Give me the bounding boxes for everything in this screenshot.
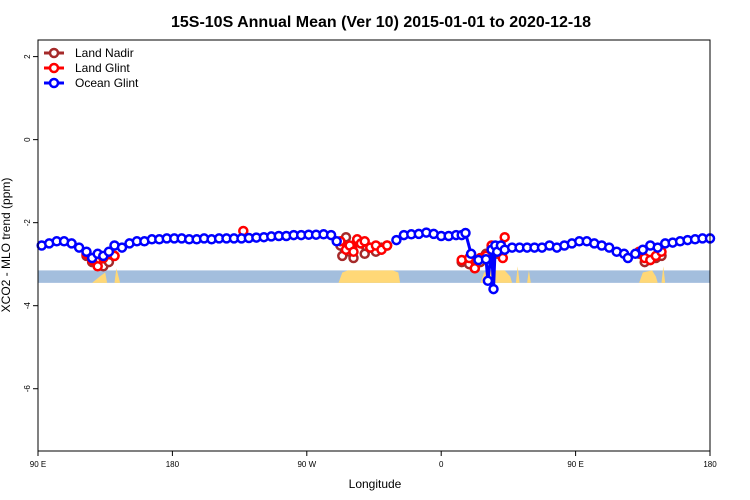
data-point (469, 263, 481, 274)
legend-label: Ocean Glint (75, 76, 139, 90)
legend-item: Land Glint (44, 61, 130, 75)
data-point (331, 236, 342, 247)
data-point (603, 242, 615, 253)
land-patch (527, 270, 531, 283)
y-tick-label: 2 (23, 54, 32, 59)
data-point (325, 229, 337, 241)
y-tick-label: -4 (23, 302, 32, 310)
y-axis-label: XCO2 - MLO trend (ppm) (0, 178, 13, 313)
x-tick-label: 180 (166, 460, 180, 469)
land-patch (661, 266, 666, 283)
x-tick-label: 90 E (567, 460, 583, 469)
land-patch (639, 270, 658, 283)
data-point (359, 248, 370, 260)
plot-frame (37, 39, 711, 452)
legend-label: Land Glint (75, 61, 130, 75)
legend-marker (48, 62, 60, 74)
x-tick-label: 180 (703, 460, 717, 469)
land-patch (338, 270, 401, 283)
legend-item: Land Nadir (44, 46, 134, 60)
land-patch (114, 268, 121, 283)
legend-label: Land Nadir (75, 46, 134, 60)
data-point (381, 240, 393, 251)
legend-item: Ocean Glint (44, 76, 139, 90)
data-point (103, 246, 115, 257)
data-point (460, 227, 471, 239)
series-land-glint (81, 225, 667, 274)
land-patch (92, 272, 108, 283)
y-tick-label: -2 (23, 219, 32, 227)
data-point (116, 242, 128, 253)
y-tick-label: -6 (23, 385, 32, 393)
data-point (488, 283, 499, 295)
data-point (482, 275, 494, 287)
data-point (348, 246, 359, 257)
y-tick-label: 0 (23, 137, 32, 142)
data-point (66, 238, 77, 249)
data-point (652, 242, 663, 253)
x-tick-label: 0 (439, 460, 444, 469)
x-tick-label: 90 W (297, 460, 316, 469)
axes: 90 E 180 90 W 0 90 E 180 2 0 -2 -4 -6 (23, 39, 717, 469)
data-point (465, 248, 477, 260)
series-ocean-glint (36, 227, 716, 295)
data-point (622, 252, 634, 264)
data-point (81, 246, 92, 257)
legend-marker (48, 47, 60, 59)
data-point (637, 244, 649, 255)
land-patch (515, 266, 520, 283)
series-layer (36, 225, 716, 295)
data-point (480, 253, 492, 265)
legend-marker (48, 77, 60, 89)
data-point (630, 248, 641, 260)
data-point (391, 234, 402, 246)
data-point (499, 231, 510, 243)
data-point (73, 242, 85, 253)
data-point (359, 236, 370, 247)
chart-title: 15S-10S Annual Mean (Ver 10) 2015-01-01 … (171, 14, 591, 31)
data-point (92, 261, 103, 272)
x-axis-label: Longitude (349, 477, 402, 491)
x-tick-label: 90 E (30, 460, 46, 469)
